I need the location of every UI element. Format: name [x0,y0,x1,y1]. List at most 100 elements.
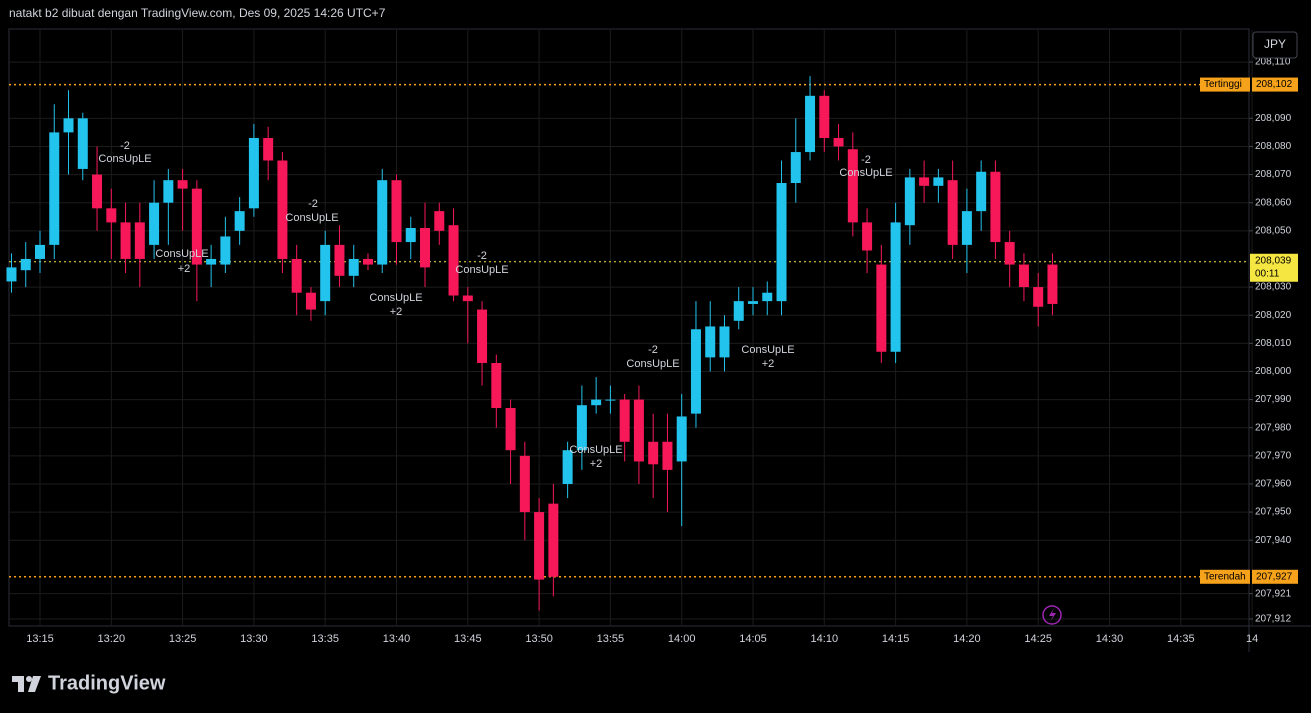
candle-body [377,180,388,265]
signal-label: ConsUpLE [98,153,151,165]
reference-name: Tertinggi [1204,79,1242,90]
candle-body [961,211,972,245]
x-tick-label: 13:20 [98,633,126,645]
candle-body [320,244,331,302]
candle-body [1047,264,1058,304]
candle-body [334,244,345,276]
x-tick-label: 14:05 [739,633,767,645]
alert-bolt [1049,608,1056,622]
candle-body [662,441,673,470]
candle-body [862,222,873,251]
logo-mark [12,676,24,692]
candle-body [605,399,616,401]
y-tick-label: 208,020 [1255,310,1292,321]
y-tick-label: 208,000 [1255,366,1292,377]
candle-body [348,258,359,276]
signal-label: +2 [178,263,191,275]
candle-body [362,258,373,265]
y-tick-label: 207,970 [1255,450,1292,461]
candle-body [291,258,302,293]
signal-label: -2 [308,198,318,210]
x-tick-label: 14:15 [882,633,910,645]
signal-label: -2 [477,250,487,262]
plot: -2ConsUpLEConsUpLE+2-2ConsUpLEConsUpLE+2… [6,76,1249,611]
candle-body [106,208,117,223]
candle-body [762,292,773,302]
grid [9,30,1253,626]
signal-label: +2 [590,458,603,470]
candle-body [434,211,445,231]
axes: 208,110 208,090 208,080 208,070 208,060 208,0… [26,57,1298,645]
signal-label: ConsUpLE [569,444,622,456]
candle-body [462,295,473,302]
candle-body [733,301,744,321]
candle-body [976,171,987,212]
candle-body [163,180,174,203]
candle-body [904,177,915,226]
y-tick-label: 207,950 [1255,507,1292,518]
signal-label: +2 [762,358,775,370]
candle-body [420,228,431,268]
signal-label: ConsUpLE [285,212,338,224]
candle-body [20,258,31,271]
x-tick-label: 14:30 [1096,633,1124,645]
signal-label: ConsUpLE [155,248,208,260]
x-tick-label: 14:35 [1167,633,1195,645]
candle-body [790,152,801,184]
candle-body [63,118,74,133]
candle-body [6,267,17,282]
x-tick-label: 14:00 [668,633,696,645]
candle-body [477,309,488,364]
candle-body [633,399,644,462]
candle-body [491,363,502,409]
candle-body [562,450,573,484]
signal-label: ConsUpLE [626,358,679,370]
alert-icon[interactable] [1042,605,1062,625]
y-tick-label: 208,110 [1255,57,1291,68]
x-tick-label: 13:40 [383,633,411,645]
candle-body [919,177,930,186]
signal-label: -2 [648,344,658,356]
x-tick-label: 13:55 [597,633,625,645]
candle-body [277,160,288,259]
y-tick-label: 208,090 [1255,113,1292,124]
candle-body [206,258,217,265]
reference-name-box [1200,77,1250,92]
signal-label: ConsUpLE [369,292,422,304]
y-tick-label: 207,990 [1255,394,1292,405]
brand: TradingView [48,672,166,694]
candle-body [676,416,687,462]
signal-label: ConsUpLE [741,344,794,356]
candle-body [92,174,103,209]
candle-body [890,222,901,352]
brand-logo [12,676,41,692]
candle-body [448,225,459,296]
logo-dot [26,676,32,682]
candle-body [191,188,202,265]
signal-label: +2 [390,306,403,318]
candle-body [947,180,958,245]
candle-body [1018,264,1029,288]
candle-body [847,149,858,223]
candle-body [263,138,274,161]
x-tick-label: 13:50 [525,633,553,645]
candle-body [705,326,716,358]
last-price-box [1250,253,1298,282]
candle-body [1033,287,1044,307]
reference-name-box [1200,569,1250,584]
currency-button[interactable] [1252,31,1298,59]
x-tick-label: 14:20 [953,633,981,645]
candle-body [719,326,730,358]
plot-frame [8,28,1250,627]
signal-label: ConsUpLE [839,167,892,179]
signal-label: -2 [120,140,130,152]
y-tick-label: 208,010 [1255,338,1292,349]
x-tick-label: 13:30 [240,633,268,645]
candle-body [990,171,1001,243]
candle-body [49,132,60,245]
reference-price-box [1252,569,1298,584]
y-tick-label: 207,980 [1255,422,1292,433]
signal-label: -2 [861,154,871,166]
candle-body [391,180,402,243]
